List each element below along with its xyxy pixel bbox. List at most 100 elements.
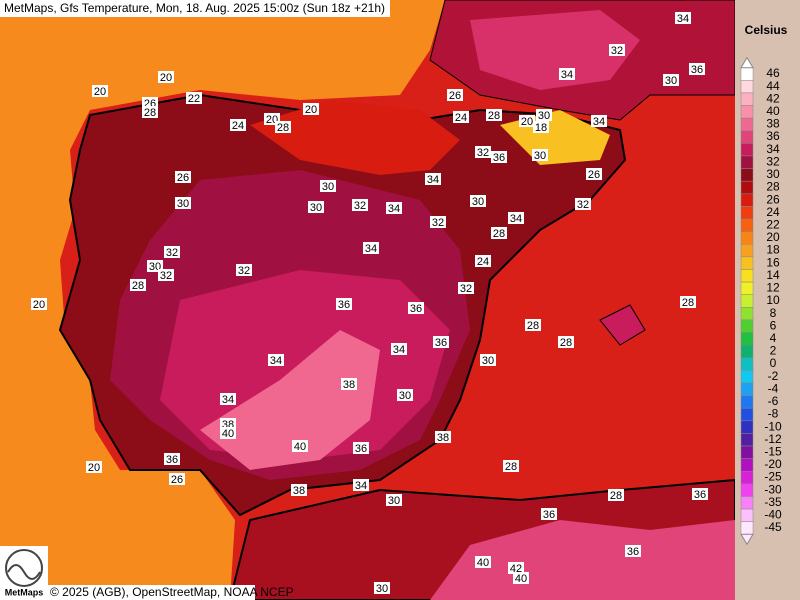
legend-label: -45: [764, 520, 782, 534]
label-box: [536, 109, 552, 121]
label-text: 30: [472, 196, 484, 208]
contour-label: 30: [663, 74, 679, 87]
label-text: 34: [593, 116, 605, 128]
contour-label: 24: [230, 119, 246, 132]
label-text: 36: [493, 152, 505, 164]
contour-label: 28: [608, 489, 624, 502]
label-box: [609, 44, 625, 56]
label-box: [353, 442, 369, 454]
contour-label: 28: [558, 336, 574, 349]
label-box: [291, 484, 307, 496]
legend-label: 38: [766, 117, 780, 131]
contour-label: 34: [425, 173, 441, 186]
label-box: [336, 298, 352, 310]
label-box: [397, 389, 413, 401]
label-text: 34: [510, 213, 522, 225]
legend-label: -4: [768, 381, 779, 395]
legend-swatch: [740, 458, 754, 472]
contour-label: 42: [508, 562, 524, 575]
contour-label: 36: [336, 298, 352, 311]
label-text: 30: [322, 181, 334, 193]
legend-swatch: [740, 231, 754, 245]
island: [599, 304, 646, 346]
label-box: [480, 354, 496, 366]
label-box: [175, 171, 191, 183]
label-text: 30: [399, 390, 411, 402]
contour-label: 30: [470, 195, 486, 208]
label-text: 30: [376, 583, 388, 595]
label-text: 34: [427, 174, 439, 186]
legend-label: 0: [770, 356, 777, 370]
contour-label: 30: [532, 149, 548, 162]
label-text: 34: [393, 344, 405, 356]
hottest-area: [200, 330, 380, 470]
label-text: 38: [293, 485, 305, 497]
label-box: [292, 440, 308, 452]
legend-swatch: [740, 344, 754, 358]
contour-label: 28: [680, 296, 696, 309]
contour-label: 40: [292, 440, 308, 453]
legend-swatch: [740, 433, 754, 447]
contour-label: 36: [541, 508, 557, 521]
label-box: [175, 197, 191, 209]
label-text: 38: [437, 432, 449, 444]
label-text: 30: [538, 110, 550, 122]
legend-label: 42: [766, 91, 780, 105]
label-box: [491, 151, 507, 163]
label-text: 34: [365, 243, 377, 255]
label-text: 36: [543, 509, 555, 521]
legend-label: 12: [766, 281, 780, 295]
legend-label: 26: [766, 192, 780, 206]
label-box: [425, 173, 441, 185]
contour-label: 34: [268, 354, 284, 367]
contour-label: 26: [447, 89, 463, 102]
label-box: [491, 227, 507, 239]
label-text: 32: [460, 283, 472, 295]
label-text: 40: [477, 557, 489, 569]
label-text: 30: [388, 495, 400, 507]
legend-label: -35: [764, 495, 782, 509]
label-text: 32: [238, 265, 250, 277]
label-text: 32: [432, 217, 444, 229]
contour-label: 36: [689, 63, 705, 76]
label-text: 20: [33, 299, 45, 311]
label-text: 28: [488, 110, 500, 122]
legend-swatch: [740, 294, 754, 308]
label-text: 36: [627, 546, 639, 558]
contour-label: 32: [575, 198, 591, 211]
legend-swatch: [740, 521, 754, 535]
logo-wave: [7, 564, 41, 580]
legend-label: 16: [766, 255, 780, 269]
logo-text: MetMaps: [5, 587, 44, 597]
label-text: 30: [534, 150, 546, 162]
title-box: [0, 0, 390, 17]
label-text: 40: [294, 441, 306, 453]
label-box: [525, 319, 541, 331]
contour-label: 28: [486, 109, 502, 122]
legend-label: 28: [766, 180, 780, 194]
legend-label: 6: [770, 318, 777, 332]
label-box: [169, 473, 185, 485]
label-text: 30: [177, 198, 189, 210]
legend-label: 24: [766, 205, 780, 219]
label-text: 24: [477, 256, 489, 268]
label-text: 42: [510, 563, 522, 575]
label-box: [433, 336, 449, 348]
label-text: 24: [232, 120, 244, 132]
legend-swatch: [740, 218, 754, 232]
label-text: 28: [560, 337, 572, 349]
label-box: [486, 109, 502, 121]
legend-swatch: [740, 307, 754, 321]
contour-label: 28: [275, 121, 291, 134]
legend-label: -10: [764, 419, 782, 433]
legend-swatch: [740, 319, 754, 333]
contour-label: 32: [475, 146, 491, 159]
warm-area: [470, 10, 640, 90]
legend-label: 22: [766, 218, 780, 232]
contour-label: 28: [130, 279, 146, 292]
label-box: [435, 431, 451, 443]
contour-label: 28: [525, 319, 541, 332]
legend-swatch: [740, 332, 754, 346]
legend-swatch: [740, 496, 754, 510]
label-box: [608, 489, 624, 501]
